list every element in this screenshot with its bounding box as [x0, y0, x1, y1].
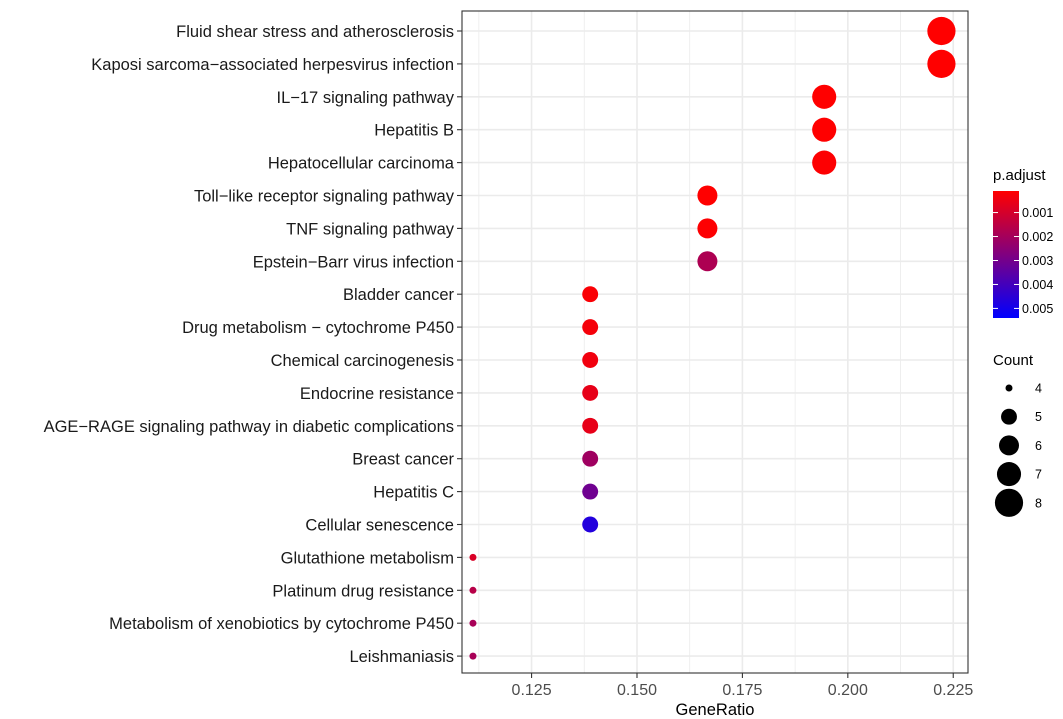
data-point — [927, 49, 956, 78]
color-tick-label: 0.004 — [1022, 278, 1053, 292]
size-legend-label: 8 — [1035, 496, 1042, 510]
data-point — [812, 150, 837, 175]
y-axis: Fluid shear stress and atherosclerosis Ka… — [44, 23, 462, 666]
term-label: Hepatitis C — [373, 484, 454, 502]
term-label: Hepatitis B — [374, 122, 454, 140]
term-label: Endocrine resistance — [300, 385, 454, 403]
x-tick-label: 0.125 — [512, 682, 552, 699]
data-point — [927, 16, 956, 46]
data-point — [582, 483, 599, 500]
size-legend-key — [996, 462, 1022, 487]
term-label: Platinum drug resistance — [272, 582, 454, 600]
size-legend-label: 7 — [1035, 468, 1042, 482]
term-label: AGE−RAGE signaling pathway in diabetic c… — [44, 418, 454, 436]
term-label: TNF signaling pathway — [286, 220, 455, 238]
term-label: Hepatocellular carcinoma — [268, 155, 455, 173]
term-label: Cellular senescence — [305, 517, 454, 535]
color-legend: p.adjust 0.001 0.002 0.003 0.004 0.005 — [993, 167, 1053, 318]
term-label: Leishmaniasis — [349, 648, 454, 666]
panel-border — [461, 10, 969, 674]
data-point — [582, 450, 599, 467]
color-legend-ticks: 0.001 0.002 0.003 0.004 0.005 — [993, 206, 1053, 316]
term-label: Kaposi sarcoma−associated herpesvirus in… — [91, 56, 454, 74]
data-point — [469, 553, 477, 561]
color-bar — [993, 191, 1019, 318]
data-point — [469, 586, 477, 594]
x-tick-label: 0.225 — [933, 682, 973, 699]
size-legend-key — [1005, 384, 1013, 392]
data-point — [582, 384, 599, 401]
size-legend-key — [999, 435, 1019, 456]
color-legend-title: p.adjust — [993, 167, 1046, 184]
x-axis: 0.125 0.150 0.175 0.200 0.225 — [512, 673, 973, 699]
data-point — [582, 319, 599, 336]
data-point — [697, 218, 718, 239]
data-point — [582, 286, 599, 303]
size-legend: Count 4 5 6 7 8 — [993, 352, 1042, 517]
term-label: Chemical carcinogenesis — [271, 352, 454, 370]
size-legend-title: Count — [993, 352, 1034, 369]
data-point — [697, 185, 718, 206]
term-label: Drug metabolism − cytochrome P450 — [182, 319, 454, 337]
data-point — [812, 84, 837, 109]
x-tick-label: 0.175 — [722, 682, 762, 699]
x-axis-title: GeneRatio — [676, 701, 755, 719]
data-point — [469, 619, 477, 627]
data-point — [812, 117, 837, 142]
color-tick-label: 0.002 — [1022, 230, 1053, 244]
term-label: Bladder cancer — [343, 286, 454, 304]
size-legend-key — [1001, 408, 1017, 425]
x-tick-label: 0.150 — [617, 682, 657, 699]
data-points — [469, 16, 956, 660]
color-tick-label: 0.005 — [1022, 302, 1053, 316]
size-legend-items: 4 5 6 7 8 — [994, 382, 1042, 517]
size-legend-label: 6 — [1035, 439, 1042, 453]
term-label: Fluid shear stress and atherosclerosis — [176, 23, 454, 41]
data-point — [469, 652, 477, 660]
data-point — [582, 516, 599, 533]
grid — [462, 11, 968, 673]
size-legend-label: 5 — [1035, 410, 1042, 424]
x-tick-label: 0.200 — [828, 682, 868, 699]
term-label: Toll−like receptor signaling pathway — [194, 188, 455, 206]
data-point — [582, 352, 599, 368]
term-label: Metabolism of xenobiotics by cytochrome … — [109, 615, 454, 633]
term-label: Epstein−Barr virus infection — [253, 253, 454, 271]
data-point — [582, 417, 599, 434]
size-legend-label: 4 — [1035, 382, 1042, 396]
size-legend-key — [994, 488, 1024, 517]
color-tick-label: 0.003 — [1022, 254, 1053, 268]
data-point — [697, 251, 718, 272]
term-label: IL−17 signaling pathway — [276, 89, 454, 107]
color-tick-label: 0.001 — [1022, 206, 1053, 220]
term-label: Glutathione metabolism — [281, 549, 454, 567]
term-label: Breast cancer — [352, 451, 454, 469]
